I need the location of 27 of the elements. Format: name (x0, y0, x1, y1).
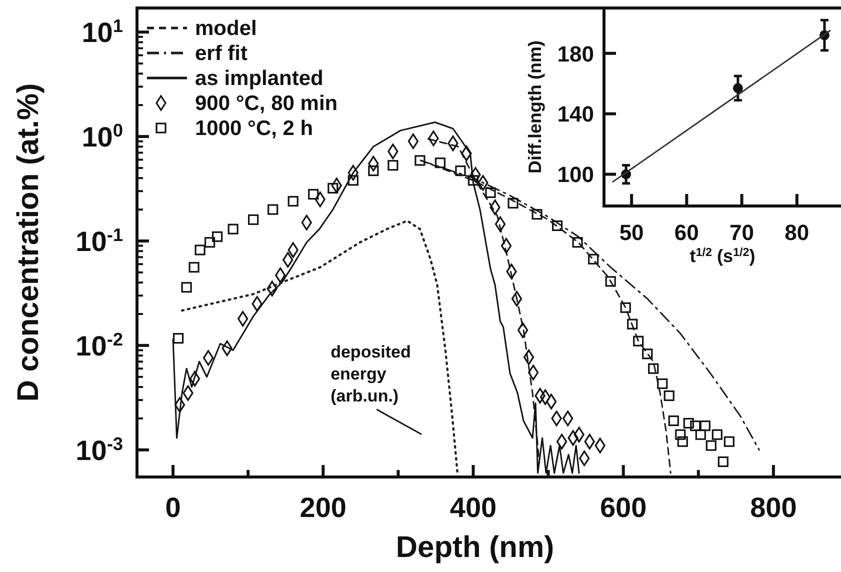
y-tick-label: 10$^{1}$ (82, 16, 123, 48)
x-tick-label: 50 (619, 220, 644, 245)
x-tick-label: 800 (750, 492, 797, 523)
y-tick-label: 10$^{0}$ (82, 120, 123, 153)
x-tick-label: 70 (730, 220, 754, 245)
y-axis-title: Diff.length (nm) (525, 40, 545, 174)
x-axis-title: Depth (nm) (396, 531, 554, 564)
x-tick-label: 80 (784, 220, 810, 245)
y-tick-label: 140 (557, 102, 594, 127)
annotation: deposited energy (arb.un.) (330, 342, 411, 406)
legend-label: erf fit (195, 42, 248, 65)
legend-label: model (195, 17, 257, 40)
y-tick-label: 100 (557, 162, 594, 188)
legend-label: 1000 °C, 2 h (195, 117, 314, 140)
x-tick-label: 400 (450, 492, 497, 523)
x-tick-label: 60 (674, 220, 699, 245)
x-tick-label: 600 (600, 492, 647, 523)
x-axis-title: t$^{1/2}$ (s$^{1/2}$) (690, 246, 756, 266)
y-tick-label: 10$^{-3}$ (76, 434, 123, 466)
legend-label: as implanted (195, 67, 324, 90)
y-tick-label: 10$^{-1}$ (76, 225, 123, 258)
y-tick-label: 180 (557, 41, 594, 66)
y-axis-title: D concentration (at.%) (12, 83, 45, 402)
x-tick-label: 0 (165, 492, 181, 523)
y-tick-label: 10$^{-2}$ (76, 330, 123, 362)
x-tick-label: 200 (300, 492, 346, 523)
legend-label: 900 °C, 80 min (195, 92, 338, 115)
